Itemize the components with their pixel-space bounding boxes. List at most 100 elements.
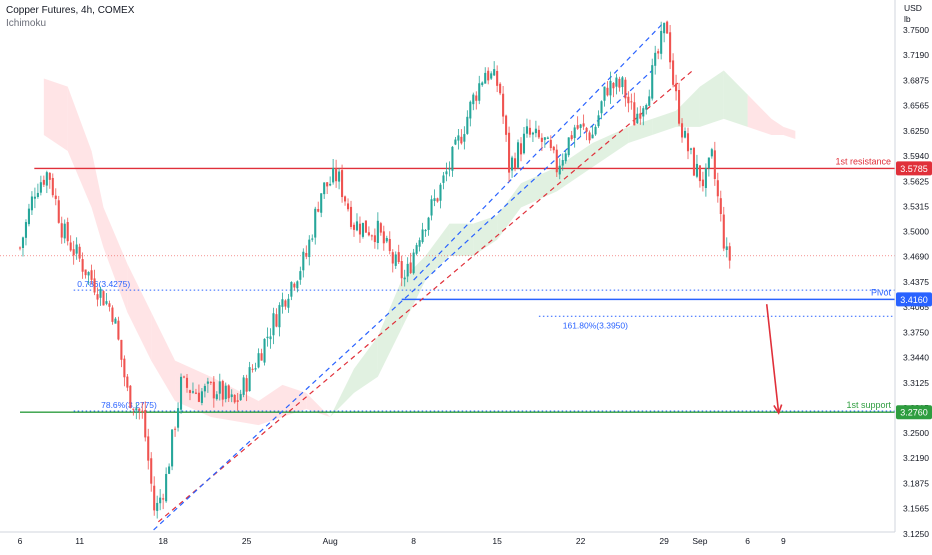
candle-body[interactable] [141, 410, 144, 413]
candle-body[interactable] [257, 353, 260, 368]
candle-body[interactable] [355, 221, 359, 231]
candle-body[interactable] [555, 149, 558, 173]
candle-body[interactable] [689, 148, 693, 150]
candle-body[interactable] [120, 339, 123, 360]
candle-body[interactable] [147, 436, 150, 461]
candle-body[interactable] [305, 252, 308, 257]
candle-body[interactable] [484, 72, 487, 84]
candle-body[interactable] [60, 223, 63, 238]
candle-body[interactable] [224, 385, 227, 400]
candle-body[interactable] [117, 320, 120, 340]
candle-body[interactable] [248, 367, 251, 392]
candle-body[interactable] [388, 238, 391, 251]
candle-body[interactable] [227, 385, 230, 399]
candle-body[interactable] [335, 168, 338, 182]
candle-body[interactable] [513, 158, 517, 168]
candle-body[interactable] [150, 458, 153, 484]
candle-body[interactable] [338, 171, 341, 182]
candle-body[interactable] [567, 137, 570, 156]
candle-body[interactable] [168, 466, 171, 474]
candle-body[interactable] [341, 170, 344, 198]
candle-body[interactable] [481, 82, 484, 86]
symbol-title[interactable]: Copper Futures, 4h, COMEX [6, 5, 135, 16]
candle-body[interactable] [194, 392, 197, 394]
candle-body[interactable] [713, 150, 716, 179]
candle-body[interactable] [281, 299, 284, 307]
candle-body[interactable] [132, 408, 135, 410]
candle-body[interactable] [346, 203, 350, 210]
candle-body[interactable] [165, 473, 168, 502]
candle-body[interactable] [493, 69, 496, 76]
candle-body[interactable] [323, 182, 326, 195]
candle-body[interactable] [663, 22, 666, 34]
candle-body[interactable] [320, 193, 323, 213]
candle-body[interactable] [466, 116, 469, 134]
candle-body[interactable] [361, 222, 364, 237]
candle-body[interactable] [182, 376, 186, 378]
candle-body[interactable] [636, 113, 639, 124]
candle-body[interactable] [552, 146, 555, 151]
candle-body[interactable] [612, 82, 615, 89]
candle-body[interactable] [511, 157, 514, 171]
candle-body[interactable] [200, 391, 203, 403]
candle-body[interactable] [81, 259, 84, 272]
candle-body[interactable] [344, 196, 347, 202]
candle-body[interactable] [72, 249, 75, 256]
candle-body[interactable] [284, 300, 287, 307]
candle-body[interactable] [385, 237, 388, 242]
candle-body[interactable] [591, 134, 594, 139]
candle-body[interactable] [424, 229, 427, 232]
candle-body[interactable] [615, 77, 618, 87]
candle-body[interactable] [245, 378, 248, 392]
candle-body[interactable] [630, 101, 633, 103]
candle-body[interactable] [159, 497, 162, 504]
candle-body[interactable] [528, 127, 531, 135]
candle-body[interactable] [716, 180, 719, 197]
candle-body[interactable] [433, 198, 436, 201]
candle-body[interactable] [57, 200, 60, 223]
candle-body[interactable] [657, 51, 660, 54]
candle-body[interactable] [102, 291, 105, 306]
candle-body[interactable] [290, 282, 293, 297]
candle-body[interactable] [311, 238, 314, 240]
candle-body[interactable] [648, 96, 651, 106]
candle-body[interactable] [478, 83, 481, 101]
candle-body[interactable] [678, 90, 681, 124]
candle-body[interactable] [582, 123, 585, 127]
candle-body[interactable] [516, 142, 520, 168]
candle-body[interactable] [108, 303, 111, 307]
candle-body[interactable] [63, 223, 66, 239]
candle-body[interactable] [212, 381, 215, 399]
candle-body[interactable] [36, 192, 39, 197]
candle-body[interactable] [302, 251, 305, 271]
candle-body[interactable] [382, 231, 385, 244]
candle-body[interactable] [594, 126, 597, 135]
candle-body[interactable] [203, 385, 206, 392]
candle-body[interactable] [174, 428, 177, 430]
candle-body[interactable] [254, 368, 257, 370]
candle-body[interactable] [90, 270, 93, 280]
candle-body[interactable] [111, 307, 114, 322]
candle-body[interactable] [585, 127, 588, 132]
candle-body[interactable] [135, 408, 138, 411]
candle-body[interactable] [364, 220, 367, 233]
candle-body[interactable] [519, 143, 523, 155]
candle-body[interactable] [370, 235, 373, 237]
candle-body[interactable] [400, 261, 403, 279]
candle-body[interactable] [642, 108, 645, 117]
candle-body[interactable] [710, 149, 713, 157]
candle-body[interactable] [251, 368, 254, 370]
candle-body[interactable] [373, 235, 376, 243]
candle-body[interactable] [549, 139, 552, 149]
candle-body[interactable] [639, 113, 642, 119]
candle-body[interactable] [93, 278, 96, 293]
candle-body[interactable] [624, 79, 627, 99]
candle-body[interactable] [397, 252, 400, 263]
candle-body[interactable] [490, 73, 493, 79]
candle-body[interactable] [427, 217, 430, 230]
candle-body[interactable] [633, 102, 636, 126]
candle-body[interactable] [728, 246, 731, 261]
candle-body[interactable] [421, 229, 424, 243]
candle-body[interactable] [197, 392, 200, 402]
candle-body[interactable] [129, 385, 132, 408]
